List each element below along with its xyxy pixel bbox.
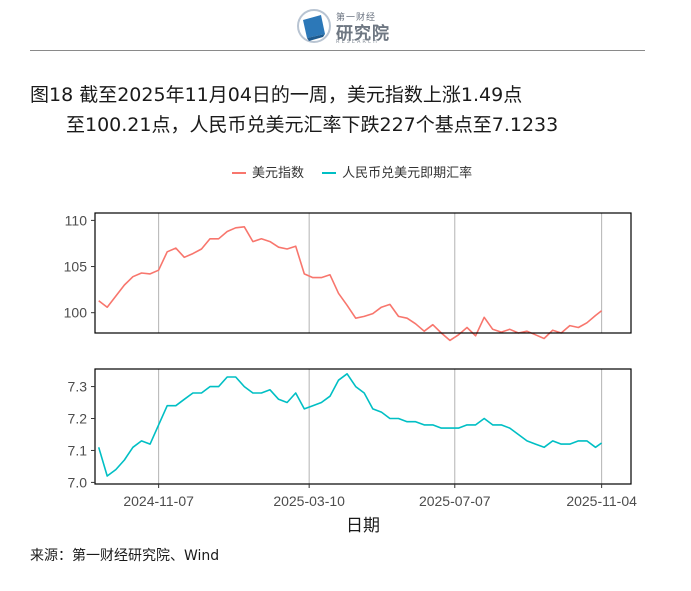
panel-1-y-tick-label-1: 7.1 [68,442,88,458]
panel-1-y-tick-label-2: 7.2 [68,411,88,427]
legend-swatch-usd-index [232,171,246,174]
logo-small-text: 第一财经 [336,13,377,23]
x-tick-label-3: 2025-11-04 [566,493,637,509]
source-note: 来源：第一财经研究院、Wind [30,548,220,564]
series-line-1 [97,373,603,477]
logo-mark-icon [297,9,331,43]
panel-0-frame [94,212,632,334]
brand-logo: 第一财经 研究院 RESEARCH [296,6,396,46]
panel-0-y-tick-label-0: 100 [64,305,88,321]
legend-item-usd-index: 美元指数 [232,162,304,181]
figure-title-line-2: 至100.21点，人民币兑美元汇率下跌227个基点至7.1233 [66,114,559,136]
panel-0-y-tick-label-2: 110 [65,212,88,228]
panel-1-frame [94,368,632,485]
report-header: 第一财经 研究院 RESEARCH [0,0,691,52]
panel-background [95,213,631,333]
x-tick-label-2: 2025-07-07 [419,493,491,509]
x-tick-label-1: 2025-03-10 [273,493,345,509]
panel-1-y-tick-label-0: 7.0 [68,474,88,490]
header-divider [30,50,645,51]
chart-legend: 美元指数 人民币兑美元即期汇率 [232,162,486,181]
x-axis-label: 日期 [346,516,380,536]
legend-swatch-cny-spot [322,171,337,174]
x-tick-label-0: 2024-11-07 [123,493,194,509]
panel-1-y-tick-label-3: 7.3 [68,379,88,395]
legend-label-usd-index: 美元指数 [252,166,305,181]
logo-main-text: 研究院 [336,24,390,44]
panel-background [95,369,631,484]
legend-item-cny-spot: 人民币兑美元即期汇率 [322,162,472,181]
panel-0-y-tick-label-1: 105 [64,259,88,275]
legend-label-cny-spot: 人民币兑美元即期汇率 [342,166,473,181]
logo-sub-text: RESEARCH [336,39,379,45]
figure-title-line-1: 图18 截至2025年11月04日的一周，美元指数上涨1.49点 [30,84,523,106]
